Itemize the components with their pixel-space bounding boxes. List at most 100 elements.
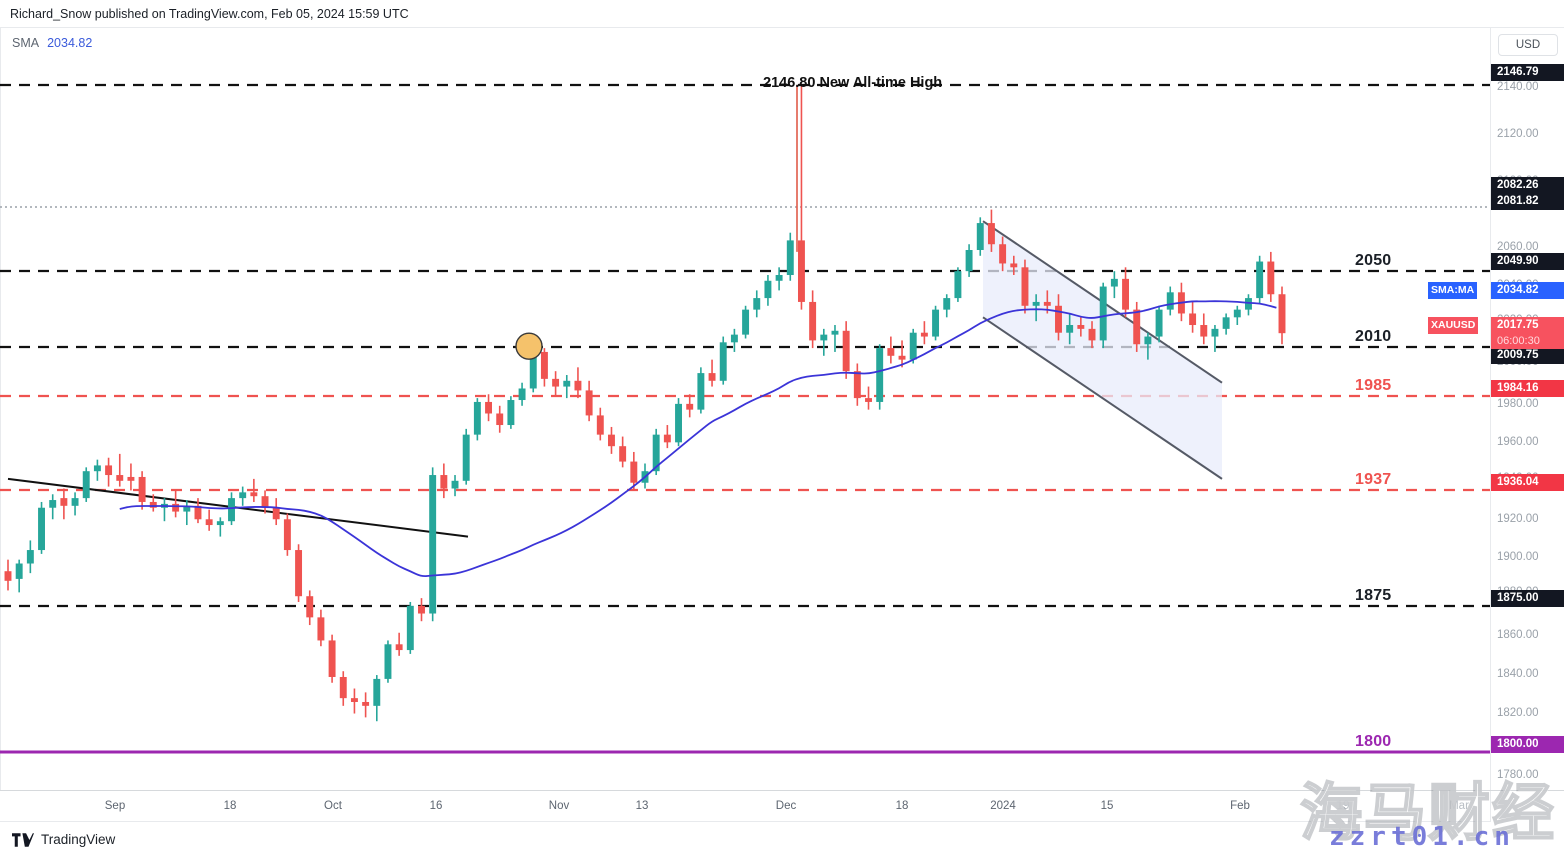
candle[interactable] — [1189, 301, 1197, 333]
candle[interactable] — [842, 321, 850, 379]
candle[interactable] — [306, 590, 314, 626]
candle[interactable] — [1010, 255, 1018, 276]
candle[interactable] — [4, 559, 12, 591]
candle[interactable] — [563, 375, 571, 399]
candle[interactable] — [406, 601, 414, 654]
candle[interactable] — [943, 294, 951, 318]
indicator-legend[interactable]: SMA 2034.82 — [12, 36, 92, 50]
candle[interactable] — [1166, 286, 1174, 316]
candle[interactable] — [462, 428, 470, 485]
candle[interactable] — [1155, 305, 1163, 343]
candle[interactable] — [742, 305, 750, 339]
candle[interactable] — [283, 513, 291, 556]
candle[interactable] — [596, 407, 604, 441]
candle[interactable] — [999, 236, 1007, 272]
candle[interactable] — [49, 494, 57, 520]
candle[interactable] — [160, 498, 168, 522]
candle[interactable] — [932, 305, 940, 341]
candle[interactable] — [809, 290, 817, 349]
candle[interactable] — [1222, 313, 1230, 335]
candle[interactable] — [976, 217, 984, 256]
candle[interactable] — [831, 325, 839, 352]
candle[interactable] — [898, 340, 906, 368]
candle[interactable] — [272, 498, 280, 526]
candle[interactable] — [350, 688, 358, 714]
candle[interactable] — [261, 490, 269, 514]
candle[interactable] — [585, 380, 593, 422]
candle[interactable] — [1133, 301, 1141, 352]
candle[interactable] — [1200, 313, 1208, 345]
candle[interactable] — [608, 426, 615, 454]
candle[interactable] — [1122, 267, 1130, 318]
candle[interactable] — [954, 267, 962, 302]
candle[interactable] — [820, 328, 828, 356]
candle[interactable] — [764, 275, 772, 306]
candle[interactable] — [1211, 325, 1219, 352]
candle[interactable] — [451, 475, 459, 497]
candle[interactable] — [987, 209, 995, 252]
candle[interactable] — [362, 692, 370, 718]
candle[interactable] — [518, 382, 526, 406]
candle[interactable] — [339, 671, 347, 706]
sma-line[interactable] — [119, 300, 1277, 577]
candle[interactable] — [887, 336, 895, 364]
candle[interactable] — [663, 425, 671, 449]
candle[interactable] — [708, 359, 716, 387]
channel-lower-line[interactable] — [982, 316, 1223, 480]
candle[interactable] — [183, 500, 191, 526]
candle[interactable] — [440, 463, 448, 499]
candle[interactable] — [216, 517, 224, 537]
candle[interactable] — [38, 501, 45, 554]
candle[interactable] — [786, 232, 794, 281]
candle[interactable] — [93, 459, 101, 481]
candle[interactable] — [373, 675, 381, 722]
price-plot[interactable] — [0, 28, 1490, 790]
candle[interactable] — [753, 290, 761, 318]
candle[interactable] — [105, 457, 113, 487]
candle[interactable] — [1032, 294, 1040, 322]
candle[interactable] — [395, 632, 403, 656]
currency-button[interactable]: USD — [1498, 34, 1558, 56]
candle[interactable] — [1233, 305, 1241, 326]
candle[interactable] — [540, 348, 548, 387]
candle[interactable] — [1066, 313, 1074, 345]
candle[interactable] — [619, 436, 627, 468]
candle[interactable] — [239, 486, 247, 506]
candle[interactable] — [1110, 271, 1118, 299]
candle[interactable] — [15, 559, 23, 593]
candle[interactable] — [317, 609, 325, 647]
candle[interactable] — [418, 598, 425, 622]
candle[interactable] — [26, 540, 34, 574]
candle[interactable] — [630, 451, 638, 491]
candle[interactable] — [965, 244, 973, 277]
candle[interactable] — [1077, 317, 1085, 337]
candle[interactable] — [1088, 321, 1096, 349]
candle[interactable] — [865, 386, 872, 410]
candle[interactable] — [60, 488, 68, 520]
candle[interactable] — [697, 367, 705, 414]
candle[interactable] — [71, 492, 79, 516]
candle[interactable] — [82, 467, 90, 502]
candle[interactable] — [473, 398, 481, 441]
candle[interactable] — [384, 640, 392, 683]
candle[interactable] — [172, 490, 180, 518]
tradingview-logo[interactable]: TradingView — [12, 832, 115, 847]
candle[interactable] — [1245, 294, 1252, 316]
candle[interactable] — [1144, 332, 1152, 360]
candle[interactable] — [205, 509, 213, 531]
candle[interactable] — [1021, 259, 1029, 314]
candle[interactable] — [127, 463, 135, 491]
candle[interactable] — [797, 84, 805, 310]
candle[interactable] — [507, 396, 515, 429]
candle[interactable] — [775, 267, 783, 291]
candle[interactable] — [1055, 294, 1062, 341]
candle[interactable] — [552, 371, 560, 397]
candle[interactable] — [250, 478, 258, 502]
candle[interactable] — [1267, 251, 1275, 302]
candle[interactable] — [853, 363, 861, 406]
candle[interactable] — [920, 321, 928, 345]
candle[interactable] — [876, 344, 884, 410]
candle[interactable] — [730, 328, 738, 352]
candle[interactable] — [138, 471, 146, 510]
candle[interactable] — [909, 328, 917, 364]
